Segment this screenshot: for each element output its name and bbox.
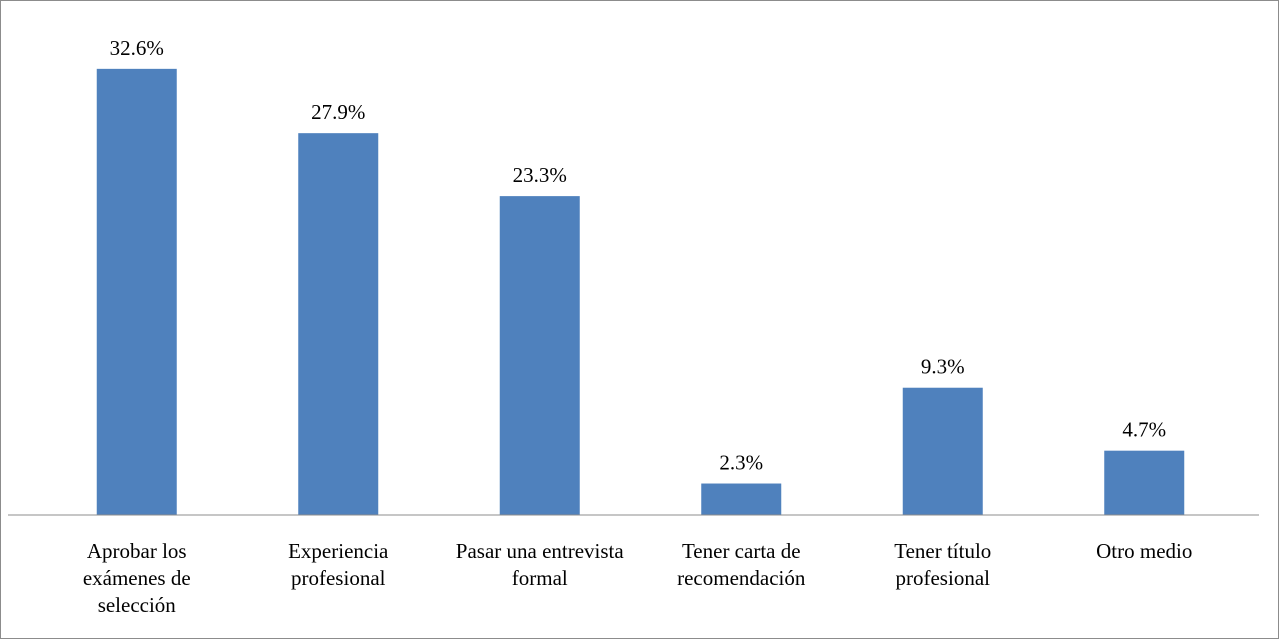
value-label: 4.7% xyxy=(1122,418,1166,442)
x-tick-label: Tener carta de recomendación xyxy=(677,539,806,590)
value-label: 2.3% xyxy=(719,451,763,475)
x-tick-label: Pasar una entrevista formal xyxy=(455,539,624,590)
bar xyxy=(298,133,379,515)
bar xyxy=(902,387,983,515)
x-tick-label: Tener título profesional xyxy=(894,539,992,590)
bar xyxy=(1104,450,1185,515)
x-tick-label: Experiencia profesional xyxy=(288,539,389,590)
x-tick-label: Otro medio xyxy=(1096,539,1193,563)
x-tick-label: Aprobar los exámenes de selección xyxy=(82,539,191,617)
value-label: 32.6% xyxy=(110,36,164,60)
bar xyxy=(96,68,177,516)
bar xyxy=(701,483,782,515)
bar xyxy=(499,196,580,515)
value-label: 9.3% xyxy=(921,355,965,379)
value-label: 23.3% xyxy=(513,163,567,187)
value-label: 27.9% xyxy=(311,100,365,124)
